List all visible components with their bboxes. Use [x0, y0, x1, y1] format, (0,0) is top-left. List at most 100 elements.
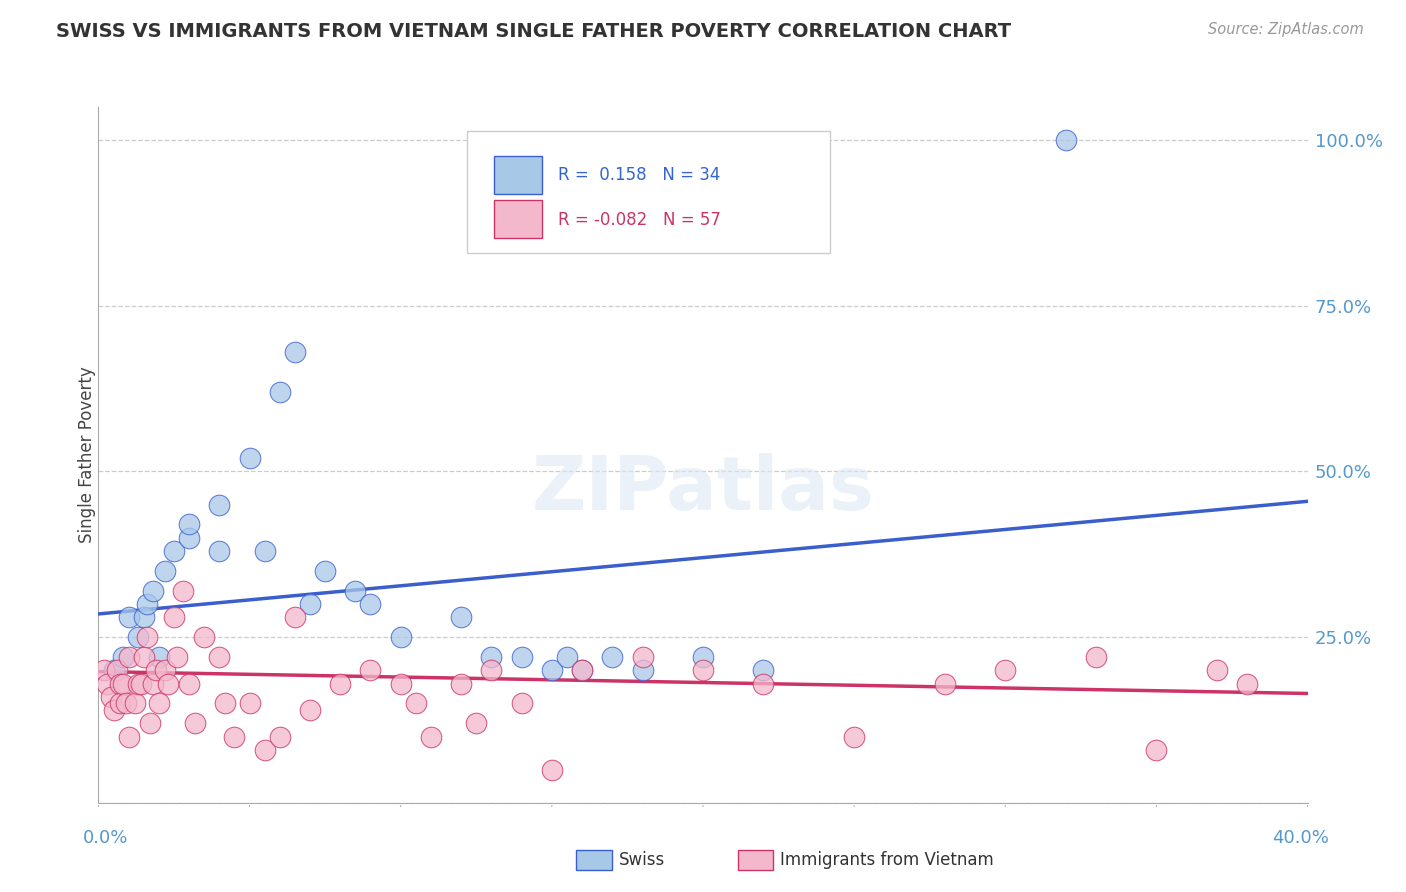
Point [108, 697, 131, 711]
Point [103, 703, 125, 717]
Point [153, 564, 176, 578]
Text: 40.0%: 40.0% [1272, 829, 1329, 847]
Point [269, 730, 291, 744]
Point [105, 663, 128, 677]
Point [844, 730, 866, 744]
Point [142, 583, 165, 598]
Point [1054, 133, 1077, 147]
Point [100, 690, 122, 704]
Text: Source: ZipAtlas.com: Source: ZipAtlas.com [1208, 22, 1364, 37]
Point [360, 597, 382, 611]
Point [132, 610, 155, 624]
Point [111, 650, 134, 665]
Point [389, 630, 412, 644]
Point [148, 650, 170, 665]
Text: SWISS VS IMMIGRANTS FROM VIETNAM SINGLE FATHER POVERTY CORRELATION CHART: SWISS VS IMMIGRANTS FROM VIETNAM SINGLE … [56, 22, 1011, 41]
Point [179, 676, 201, 690]
Point [389, 676, 412, 690]
Y-axis label: Single Father Poverty: Single Father Poverty [79, 367, 96, 543]
Point [450, 610, 472, 624]
Point [1144, 743, 1167, 757]
Point [142, 676, 165, 690]
Point [148, 697, 170, 711]
Point [420, 730, 443, 744]
Point [360, 663, 382, 677]
Point [994, 663, 1017, 677]
Point [752, 676, 775, 690]
Point [93, 663, 115, 677]
Point [166, 650, 188, 665]
Point [208, 650, 231, 665]
Point [208, 544, 231, 558]
Point [224, 730, 246, 744]
Point [239, 451, 262, 466]
Point [179, 531, 201, 545]
Point [631, 650, 654, 665]
Point [481, 650, 503, 665]
Point [127, 676, 149, 690]
Point [329, 676, 352, 690]
Point [103, 663, 125, 677]
FancyBboxPatch shape [467, 131, 830, 253]
Point [193, 630, 215, 644]
Point [299, 597, 322, 611]
Text: R =  0.158   N = 34: R = 0.158 N = 34 [558, 166, 720, 185]
Point [1085, 650, 1108, 665]
Point [510, 650, 533, 665]
Point [239, 697, 262, 711]
Text: 0.0%: 0.0% [83, 829, 128, 847]
Point [344, 583, 367, 598]
Point [540, 763, 562, 777]
Point [118, 650, 141, 665]
FancyBboxPatch shape [494, 156, 543, 194]
Point [481, 663, 503, 677]
Text: R = -0.082   N = 57: R = -0.082 N = 57 [558, 211, 721, 228]
Point [145, 663, 167, 677]
Point [253, 544, 276, 558]
Point [132, 650, 155, 665]
Point [208, 498, 231, 512]
Point [465, 716, 488, 731]
Point [692, 663, 714, 677]
Point [571, 663, 593, 677]
Point [156, 676, 179, 690]
Point [602, 650, 624, 665]
Point [540, 663, 562, 677]
Point [510, 697, 533, 711]
Point [934, 676, 956, 690]
Point [752, 663, 775, 677]
Point [284, 345, 307, 359]
Point [135, 630, 157, 644]
Point [108, 676, 131, 690]
Point [284, 610, 307, 624]
Point [153, 663, 176, 677]
Point [269, 384, 291, 399]
Point [179, 517, 201, 532]
Point [253, 743, 276, 757]
Point [135, 597, 157, 611]
Point [111, 676, 134, 690]
Point [1206, 663, 1229, 677]
Text: ZIPatlas: ZIPatlas [531, 453, 875, 526]
Point [555, 650, 578, 665]
FancyBboxPatch shape [494, 200, 543, 238]
Point [172, 583, 194, 598]
Point [1236, 676, 1258, 690]
Point [163, 610, 186, 624]
Point [571, 663, 593, 677]
Point [314, 564, 336, 578]
Point [692, 650, 714, 665]
Point [129, 676, 152, 690]
Point [114, 697, 136, 711]
Point [450, 676, 472, 690]
Point [139, 716, 162, 731]
Point [214, 697, 236, 711]
Point [118, 730, 141, 744]
Point [96, 676, 118, 690]
Point [124, 697, 146, 711]
Text: Immigrants from Vietnam: Immigrants from Vietnam [780, 851, 994, 869]
Point [118, 610, 141, 624]
Point [127, 630, 149, 644]
Point [631, 663, 654, 677]
Point [299, 703, 322, 717]
